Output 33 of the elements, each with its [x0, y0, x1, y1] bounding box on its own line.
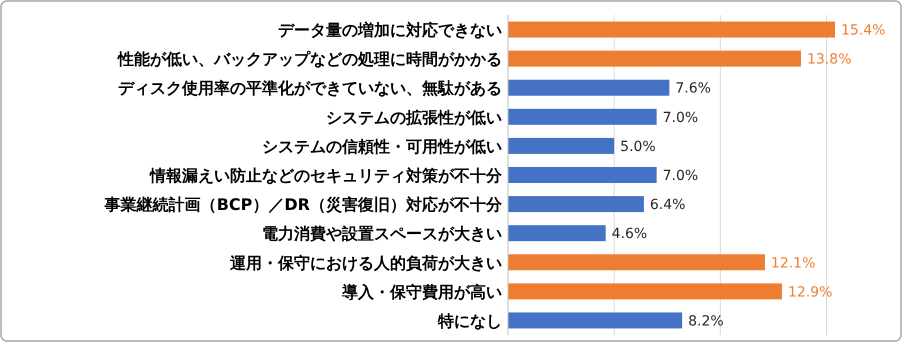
y-tick-label: 情報漏えい防止などのセキュリティ対策が不十分	[149, 166, 503, 185]
bar	[508, 108, 657, 125]
data-label: 15.4%	[841, 22, 886, 39]
y-tick-label: 運用・保守における人的負荷が大きい	[229, 253, 502, 272]
y-tick-label: ディスク使用率の平準化ができていない、無駄がある	[118, 78, 502, 98]
y-tick-label: システムの拡張性が低い	[326, 108, 502, 127]
bar	[508, 80, 670, 96]
bar	[508, 196, 644, 212]
data-label: 13.8%	[807, 52, 852, 68]
bar	[508, 50, 802, 67]
data-label: 7.0%	[662, 168, 698, 184]
bar	[508, 167, 657, 183]
y-tick-label: 電力消費や設置スペースが大きい	[262, 224, 502, 244]
data-label: 12.9%	[788, 284, 832, 300]
y-tick-label: 導入・保守費用が高い	[341, 282, 502, 302]
data-label: 4.6%	[612, 226, 648, 242]
y-tick-label: データ量の増加に対応できない	[278, 20, 502, 40]
y-tick-label: 性能が低い、バックアップなどの処理に時間がかかる	[117, 50, 502, 69]
data-label: 7.0%	[662, 110, 698, 126]
y-tick-label: 事業継続計画（BCP）／DR（災害復旧）対応が不十分	[104, 195, 503, 214]
data-label: 12.1%	[770, 255, 816, 272]
bar	[508, 225, 606, 242]
data-label: 5.0%	[620, 138, 656, 155]
y-tick-label: システムの信頼性・可用性が低い	[262, 136, 502, 156]
bar	[508, 138, 614, 154]
bar	[508, 254, 765, 270]
bar	[508, 312, 682, 328]
data-label: 6.4%	[650, 197, 686, 214]
y-tick-label: 特になし	[437, 311, 502, 330]
data-label: 8.2%	[688, 313, 724, 330]
bar	[508, 22, 835, 38]
data-label: 7.6%	[675, 80, 711, 97]
bar	[508, 283, 782, 300]
